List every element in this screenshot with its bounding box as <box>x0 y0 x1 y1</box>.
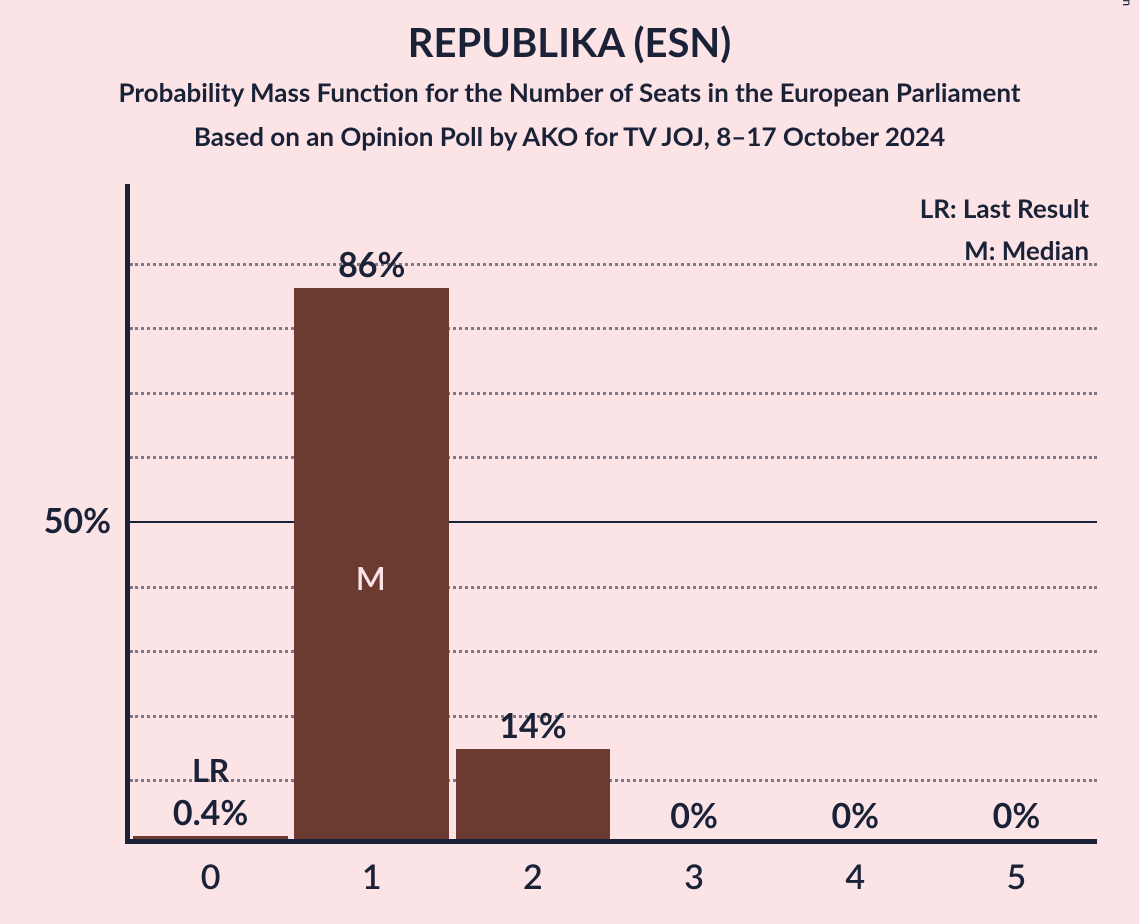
chart-subtitle-1: Probability Mass Function for the Number… <box>0 76 1139 108</box>
median-marker: M <box>356 558 386 597</box>
chart-area: 50%0.4%LR0M86%114%20%30%40%5LR: Last Res… <box>125 198 1097 844</box>
bar: M <box>294 288 449 839</box>
gridline-major <box>130 521 1097 523</box>
x-tick-label: 2 <box>452 856 613 897</box>
gridline-minor <box>130 715 1097 718</box>
bar-value-label: 0.4% <box>130 792 291 833</box>
title-block: REPUBLIKA (ESN) Probability Mass Functio… <box>0 0 1139 152</box>
x-tick-label: 5 <box>936 856 1097 897</box>
bar <box>456 749 611 839</box>
y-axis <box>125 184 130 844</box>
gridline-minor <box>130 263 1097 266</box>
x-tick-label: 3 <box>614 856 775 897</box>
x-tick-label: 0 <box>130 856 291 897</box>
legend-median: M: Median <box>964 234 1089 266</box>
gridline-minor <box>130 456 1097 459</box>
bar-value-label: 0% <box>936 795 1097 836</box>
bar-value-label: 0% <box>775 795 936 836</box>
x-tick-label: 4 <box>775 856 936 897</box>
legend-lr: LR: Last Result <box>920 192 1089 224</box>
x-axis <box>125 839 1097 844</box>
gridline-minor <box>130 392 1097 395</box>
x-tick-label: 1 <box>291 856 452 897</box>
chart-subtitle-2: Based on an Opinion Poll by AKO for TV J… <box>0 120 1139 152</box>
gridline-minor <box>130 586 1097 589</box>
lr-marker: LR <box>130 750 291 789</box>
chart-title: REPUBLIKA (ESN) <box>0 18 1139 66</box>
bar <box>133 836 288 839</box>
y-tick-label: 50% <box>11 500 111 541</box>
bar-value-label: 14% <box>452 705 613 746</box>
bar-value-label: 0% <box>614 795 775 836</box>
bar-value-label: 86% <box>291 244 452 285</box>
gridline-minor <box>130 650 1097 653</box>
copyright-text: © 2024 Filip van Laenen <box>1120 0 1135 6</box>
gridline-minor <box>130 327 1097 330</box>
